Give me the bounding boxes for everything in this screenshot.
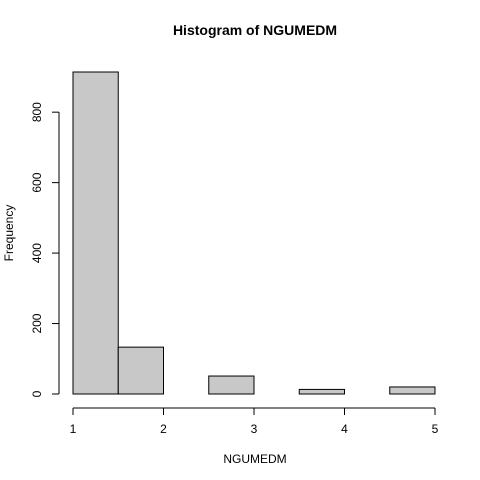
histogram-bar-5 bbox=[298, 388, 345, 395]
histogram-bar-1 bbox=[117, 346, 164, 395]
y-tick-label-4: 800 bbox=[30, 102, 44, 122]
y-tick-label-0: 0 bbox=[30, 390, 44, 397]
y-axis-label: Frequency bbox=[2, 205, 16, 262]
y-axis: 0 200 400 600 800 bbox=[30, 102, 60, 397]
x-axis: 1 2 3 4 5 bbox=[70, 407, 439, 436]
histogram-bar-7 bbox=[389, 386, 436, 395]
x-tick-label-4: 5 bbox=[432, 422, 439, 436]
y-tick-label-3: 600 bbox=[30, 172, 44, 192]
x-tick-label-3: 4 bbox=[341, 422, 348, 436]
x-tick-label-1: 2 bbox=[160, 422, 167, 436]
y-tick-label-1: 200 bbox=[30, 313, 44, 333]
y-tick-label-2: 400 bbox=[30, 243, 44, 263]
x-axis-label: NGUMEDM bbox=[223, 452, 286, 466]
histogram-bar-3 bbox=[208, 375, 255, 395]
histogram-bar-0 bbox=[72, 71, 119, 395]
x-tick-label-2: 3 bbox=[251, 422, 258, 436]
bars-group bbox=[72, 71, 436, 395]
x-tick-label-0: 1 bbox=[70, 422, 77, 436]
chart-title: Histogram of NGUMEDM bbox=[173, 22, 337, 38]
